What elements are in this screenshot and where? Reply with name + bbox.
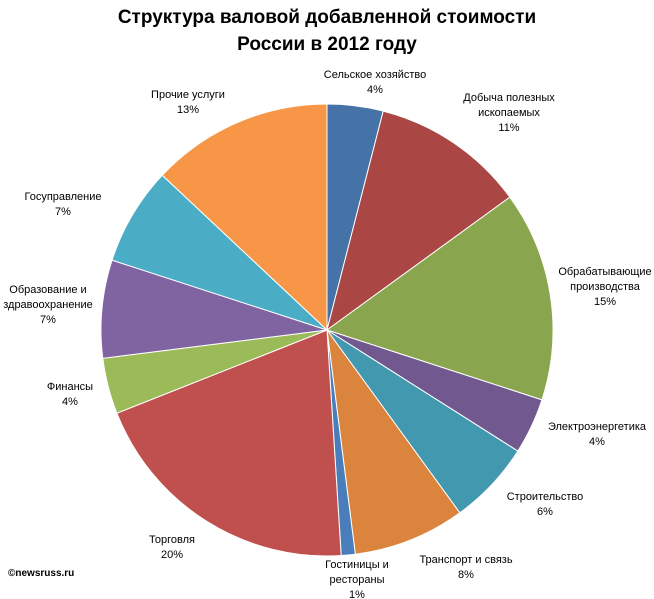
- slice-name: Финансы: [47, 381, 93, 393]
- slice-percent: 11%: [498, 122, 519, 134]
- slice-name: рестораны: [330, 574, 385, 586]
- slice-label: Госуправление 7%: [25, 191, 102, 218]
- slice-percent: 4%: [367, 84, 383, 96]
- slice-percent: 15%: [594, 296, 616, 308]
- slice-percent: 6%: [537, 506, 553, 518]
- slice-percent: 4%: [589, 436, 605, 448]
- slice-name: Электроэнергетика: [548, 421, 647, 433]
- pie-slice: [116, 329, 342, 557]
- chart-title-line-2: России в 2012 году: [237, 34, 417, 55]
- slice-label: Торговля 20%: [149, 534, 195, 561]
- slice-label: Образование и здравоохранение 7%: [3, 284, 93, 326]
- slice-label: Сельское хозяйство 4%: [324, 69, 426, 96]
- slice-name: Строительство: [507, 491, 584, 503]
- slice-name: Торговля: [149, 534, 195, 546]
- slice-label: Обрабатывающие производства 15%: [558, 266, 651, 308]
- slice-name: здравоохранение: [3, 299, 93, 311]
- slice-label: Гостиницы и рестораны 1%: [325, 559, 389, 599]
- slice-percent: 20%: [161, 549, 183, 561]
- pie-slice: [161, 103, 328, 332]
- slice-name: производства: [570, 281, 641, 293]
- slice-label: Строительство 6%: [507, 491, 584, 518]
- slice-name: Образование и: [9, 284, 86, 296]
- source-credit: ©newsruss.ru: [8, 568, 75, 579]
- slice-name: Обрабатывающие: [558, 266, 651, 278]
- slice-label: Добыча полезных ископаемых 11%: [463, 92, 555, 134]
- pie-slice: [326, 110, 511, 332]
- slice-label: Прочие услуги 13%: [151, 89, 225, 116]
- slice-name: ископаемых: [478, 107, 540, 119]
- pie-slice: [325, 196, 554, 401]
- slice-name: Сельское хозяйство: [324, 69, 426, 81]
- slice-label: Электроэнергетика 4%: [548, 421, 647, 448]
- slice-name: Госуправление: [25, 191, 102, 203]
- pie-slice: [326, 329, 461, 555]
- slice-label: Транспорт и связь 8%: [419, 554, 512, 581]
- chart-title-line-1: Структура валовой добавленной стоимости: [117, 7, 537, 28]
- slice-percent: 1%: [349, 589, 365, 599]
- slice-name: Добыча полезных: [463, 92, 555, 104]
- slice-name: Гостиницы и: [325, 559, 389, 571]
- slice-name: Прочие услуги: [151, 89, 225, 101]
- slice-percent: 8%: [458, 569, 474, 581]
- chart-title: Структура валовой добавленной стоимости …: [0, 4, 654, 58]
- slice-name: Транспорт и связь: [419, 554, 512, 566]
- slice-label: Финансы 4%: [47, 381, 93, 408]
- slice-percent: 4%: [62, 396, 78, 408]
- slice-percent: 7%: [55, 206, 71, 218]
- slice-percent: 13%: [177, 104, 199, 116]
- slice-percent: 7%: [40, 314, 56, 326]
